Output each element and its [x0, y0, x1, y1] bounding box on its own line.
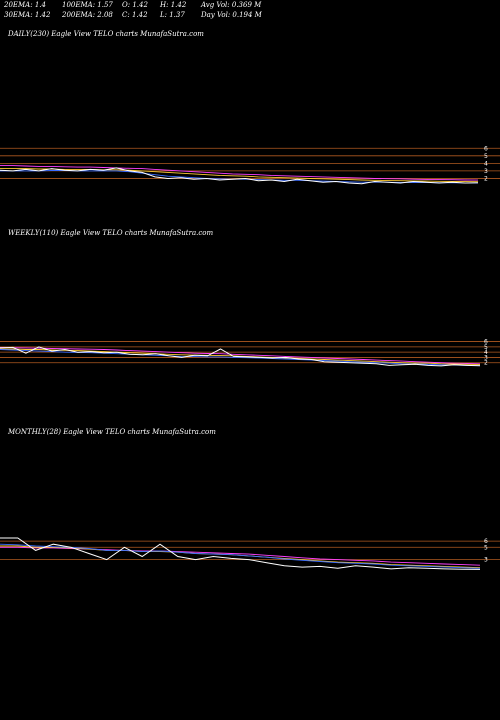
daily-y-tick-label: 5 — [484, 153, 488, 160]
daily-ema-mid-line — [0, 168, 479, 183]
daily-y-tick-label: 6 — [484, 145, 488, 152]
daily-y-tick-label: 2 — [484, 175, 488, 182]
weekly-y-tick-label: 6 — [484, 339, 488, 346]
header-avg-vol: Avg Vol: 0.369 M — [201, 1, 262, 9]
daily-price-line — [0, 167, 479, 185]
daily-y-tick-label: 4 — [484, 160, 488, 167]
monthly-ema-short-line — [0, 543, 481, 569]
weekly-ema-mid-line — [0, 348, 481, 366]
monthly-chart: 65 3 — [0, 537, 500, 570]
header-30ema: 30EMA: 1.42 — [4, 11, 51, 19]
header-day-vol: Day Vol: 0.194 M — [201, 11, 262, 19]
monthly-y-tick-label: 5 — [484, 544, 488, 551]
monthly-ema-long-line — [0, 546, 481, 566]
header-close: C: 1.42 — [122, 11, 148, 19]
header-100ema: 100EMA: 1.57 — [62, 1, 113, 9]
monthly-y-tick-label: 3 — [484, 557, 488, 564]
monthly-price-line — [0, 537, 481, 570]
header-open: O: 1.42 — [122, 1, 148, 9]
daily-panel-title: DAILY(230) Eagle View TELO charts Munafa… — [8, 30, 204, 38]
daily-ema-long-line — [0, 165, 479, 181]
weekly-y-tick-label: 4 — [484, 349, 488, 356]
weekly-y-tick-label: 2 — [484, 360, 488, 367]
weekly-ema-long-line — [0, 346, 481, 365]
header-high: H: 1.42 — [160, 1, 187, 9]
monthly-panel-title: MONTHLY(28) Eagle View TELO charts Munaf… — [8, 428, 216, 436]
monthly-ema-mid-line — [0, 545, 481, 569]
header-20ema: 20EMA: 1.4 — [4, 1, 46, 9]
weekly-panel-title: WEEKLY(110) Eagle View TELO charts Munaf… — [8, 229, 214, 237]
header-200ema: 200EMA: 2.08 — [62, 11, 113, 19]
weekly-y-tick-label: 3 — [484, 354, 488, 361]
weekly-y-tick-label: 5 — [484, 344, 488, 351]
header-low: L: 1.37 — [160, 11, 185, 19]
weekly-price-line — [0, 346, 481, 367]
daily-y-tick-label: 3 — [484, 168, 488, 175]
monthly-y-tick-label: 6 — [484, 538, 488, 545]
